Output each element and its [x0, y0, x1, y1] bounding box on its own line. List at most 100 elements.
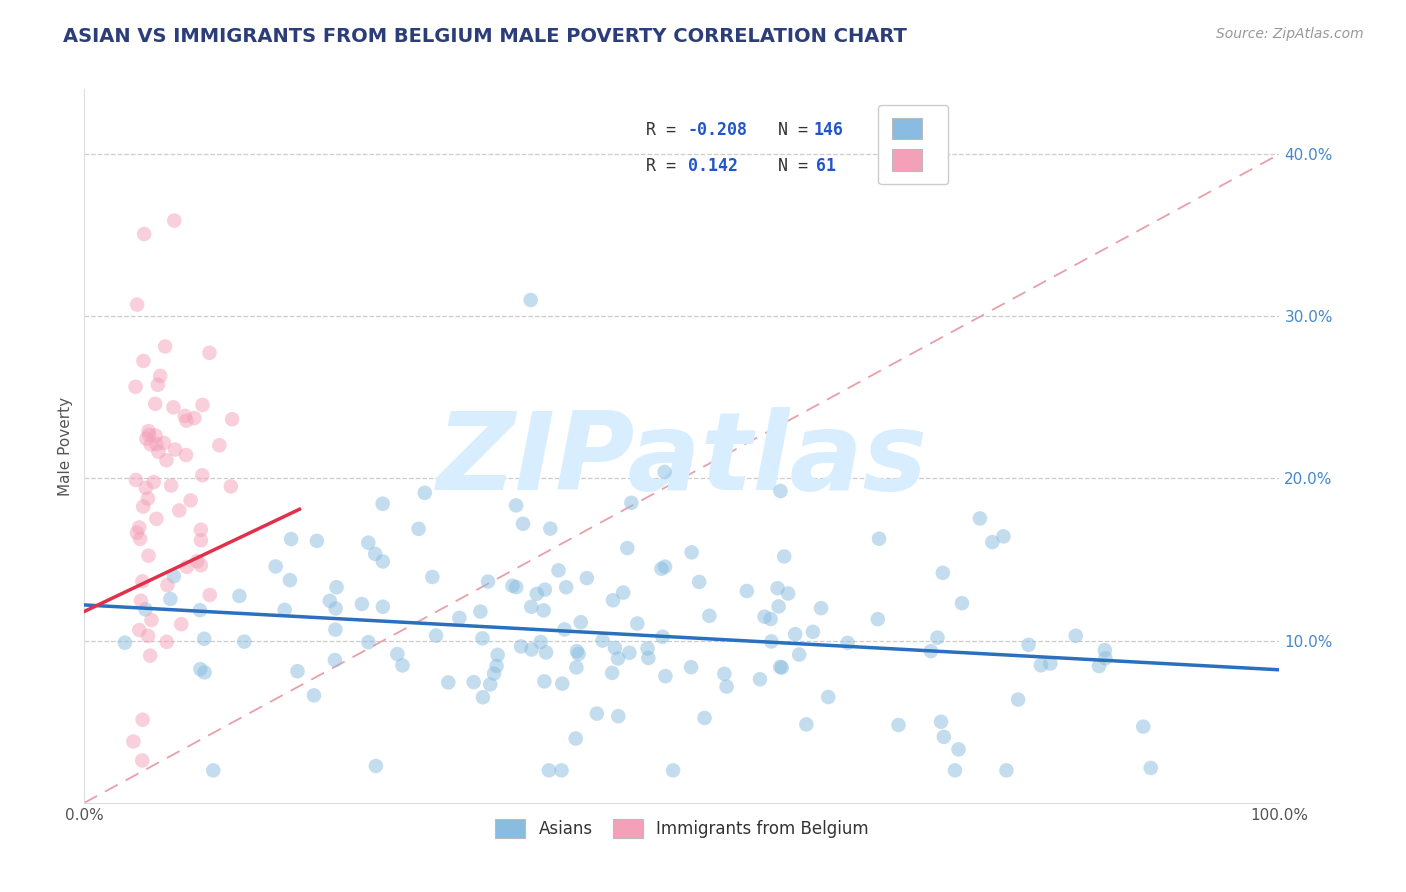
Point: [932, 566, 955, 580]
Point: [817, 690, 839, 704]
Point: [602, 593, 624, 607]
Point: [568, 647, 591, 661]
Point: [547, 563, 569, 577]
Point: [716, 680, 738, 694]
Point: [761, 634, 783, 648]
Point: [127, 298, 149, 312]
Point: [180, 493, 202, 508]
Point: [654, 465, 676, 479]
Point: [787, 648, 810, 662]
Point: [471, 632, 494, 646]
Point: [325, 623, 347, 637]
Point: [1018, 638, 1040, 652]
Point: [575, 571, 598, 585]
Point: [273, 603, 295, 617]
Point: [485, 659, 508, 673]
Point: [264, 559, 287, 574]
Point: [155, 453, 177, 467]
Point: [193, 632, 215, 646]
Point: [868, 532, 890, 546]
Point: [129, 593, 152, 607]
Point: [350, 597, 373, 611]
Point: [1064, 629, 1087, 643]
Point: [364, 547, 387, 561]
Point: [530, 635, 553, 649]
Point: [156, 635, 179, 649]
Point: [948, 742, 970, 756]
Point: [768, 599, 790, 614]
Point: [186, 554, 208, 568]
Point: [174, 448, 197, 462]
Point: [612, 585, 634, 599]
Point: [132, 354, 155, 368]
Point: [1007, 692, 1029, 706]
Point: [449, 611, 471, 625]
Text: 146: 146: [814, 121, 844, 139]
Point: [505, 580, 527, 594]
Point: [969, 511, 991, 525]
Point: [128, 623, 150, 637]
Point: [129, 532, 152, 546]
Point: [662, 764, 685, 778]
Point: [139, 437, 162, 451]
Point: [190, 523, 212, 537]
Point: [651, 630, 673, 644]
Point: [993, 529, 1015, 543]
Point: [132, 500, 155, 514]
Point: [586, 706, 609, 721]
Point: [837, 636, 859, 650]
Point: [519, 293, 541, 307]
Point: [208, 438, 231, 452]
Point: [995, 764, 1018, 778]
Point: [769, 660, 792, 674]
Point: [537, 764, 560, 778]
Point: [699, 608, 721, 623]
Point: [391, 658, 413, 673]
Point: [280, 532, 302, 546]
Point: [420, 570, 443, 584]
Point: [564, 731, 586, 746]
Point: [357, 635, 380, 649]
Point: [512, 516, 534, 531]
Point: [603, 640, 626, 655]
Point: [176, 414, 198, 428]
Point: [619, 646, 641, 660]
Point: [325, 580, 347, 594]
Point: [122, 734, 145, 748]
Point: [477, 574, 499, 589]
Point: [1139, 761, 1161, 775]
Point: [1039, 657, 1062, 671]
Point: [302, 689, 325, 703]
Point: [413, 485, 436, 500]
Point: [228, 589, 250, 603]
Point: [607, 651, 630, 665]
Point: [770, 660, 793, 674]
Point: [165, 442, 187, 457]
Point: [637, 641, 659, 656]
Point: [323, 653, 346, 667]
Point: [387, 647, 409, 661]
Point: [160, 478, 183, 492]
Point: [569, 615, 592, 630]
Point: [364, 759, 387, 773]
Point: [278, 573, 301, 587]
Point: [981, 535, 1004, 549]
Text: 61: 61: [815, 157, 835, 175]
Point: [565, 660, 588, 674]
Point: [1132, 720, 1154, 734]
Point: [149, 368, 172, 383]
Point: [920, 644, 942, 658]
Point: [1094, 643, 1116, 657]
Point: [138, 424, 160, 438]
Point: [555, 580, 578, 594]
Point: [167, 503, 190, 517]
Point: [505, 499, 527, 513]
Point: [136, 629, 159, 643]
Point: [128, 520, 150, 534]
Point: [131, 713, 153, 727]
Point: [138, 549, 160, 563]
Point: [693, 711, 716, 725]
Legend: Asians, Immigrants from Belgium: Asians, Immigrants from Belgium: [488, 812, 876, 845]
Point: [371, 497, 394, 511]
Point: [233, 634, 256, 648]
